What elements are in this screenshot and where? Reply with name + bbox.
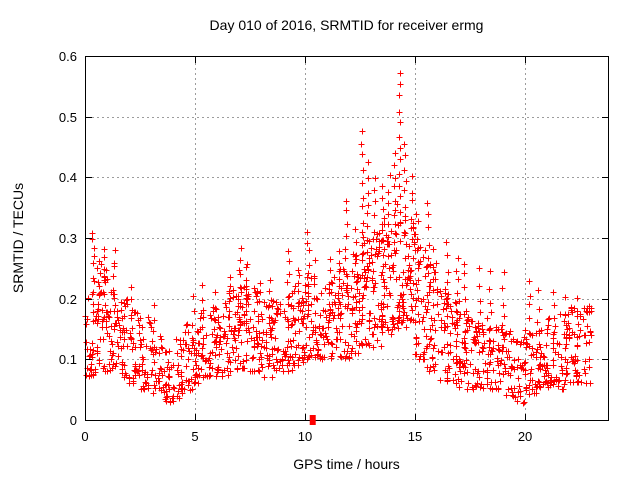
plot-frame [85, 56, 609, 421]
x-tick-label: 0 [81, 429, 89, 444]
y-tick-label: 0.5 [58, 109, 77, 125]
x-tick-label: 15 [407, 429, 423, 444]
zero-value-marker [309, 415, 316, 425]
y-tick-label: 0.2 [58, 291, 77, 307]
y-tick-label: 0.3 [58, 231, 77, 246]
data-points [82, 70, 595, 407]
y-tick-label: 0 [69, 413, 77, 428]
chart-title: Day 010 of 2016, SRMTID for receiver erm… [209, 17, 484, 33]
x-tick-label: 10 [297, 429, 313, 444]
x-tick-label: 20 [517, 429, 533, 444]
x-axis-label: GPS time / hours [293, 456, 400, 472]
axis-ticks [85, 56, 608, 421]
x-tick-label: 5 [191, 429, 199, 444]
grid-lines [87, 58, 602, 418]
y-tick-label: 0.6 [58, 49, 77, 64]
y-tick-label: 0.4 [58, 170, 77, 186]
y-axis-label: SRMTID / TECUs [10, 182, 26, 294]
y-tick-label: 0.1 [58, 352, 77, 368]
